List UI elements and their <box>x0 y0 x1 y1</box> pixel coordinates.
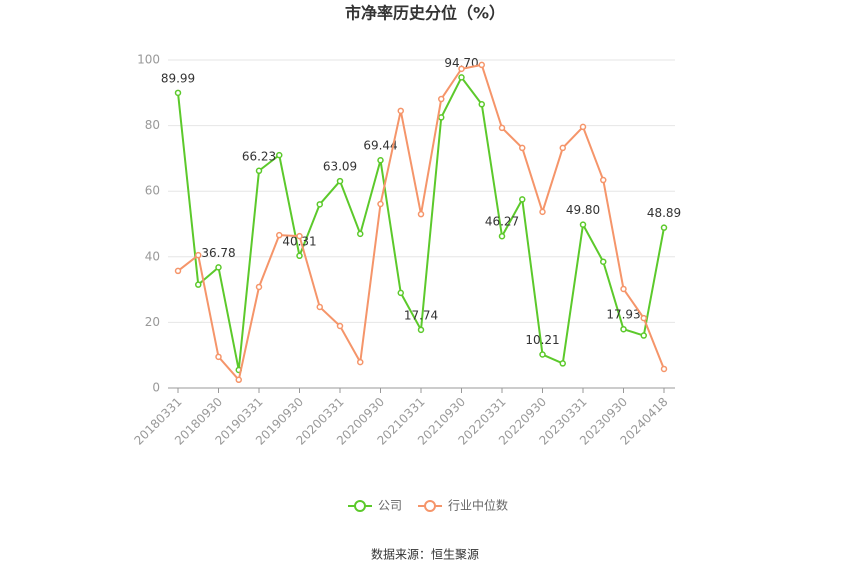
data-point <box>195 251 202 259</box>
y-tick-label: 80 <box>145 118 160 132</box>
data-point <box>458 74 465 81</box>
data-point <box>174 267 182 275</box>
data-point <box>539 208 546 216</box>
legend-label: 公司 <box>378 499 402 513</box>
data-point <box>397 107 404 115</box>
data-point <box>174 89 182 97</box>
data-point <box>357 230 364 238</box>
data-point <box>397 289 404 297</box>
chart-title: 市净率历史分位（%） <box>345 4 505 23</box>
data-point <box>559 360 566 367</box>
data-label: 46.27 <box>485 215 519 229</box>
legend-marker <box>354 500 366 512</box>
data-point <box>660 224 668 231</box>
y-tick-label: 60 <box>145 184 160 198</box>
data-point <box>357 358 364 366</box>
y-tick-label: 0 <box>152 381 160 395</box>
data-point <box>377 200 384 208</box>
data-label: 69.44 <box>363 139 397 153</box>
data-point <box>519 144 526 152</box>
source-note: 数据来源：恒生聚源 <box>371 547 479 562</box>
data-point <box>296 232 303 240</box>
data-point <box>559 144 566 152</box>
data-label: 63.09 <box>323 160 357 174</box>
data-point <box>255 283 263 291</box>
data-point <box>377 156 384 164</box>
legend-marker <box>424 500 437 512</box>
data-point <box>539 351 546 358</box>
data-point <box>438 114 445 121</box>
data-point <box>640 332 647 339</box>
data-point <box>478 61 485 69</box>
data-label: 49.80 <box>566 203 600 217</box>
data-point <box>660 365 668 373</box>
data-point <box>336 177 344 185</box>
data-point <box>458 65 465 73</box>
data-label: 36.78 <box>201 246 235 260</box>
data-label: 40.31 <box>282 234 316 248</box>
data-point <box>195 281 202 288</box>
data-point <box>276 231 283 239</box>
data-label: 17.93 <box>606 308 640 322</box>
data-point <box>417 326 425 334</box>
data-point <box>600 258 607 265</box>
y-tick-label: 100 <box>137 53 160 67</box>
data-point <box>519 196 526 203</box>
data-point <box>579 123 587 131</box>
data-point <box>276 151 283 159</box>
data-point <box>620 285 627 293</box>
data-point <box>417 210 425 218</box>
data-label: 89.99 <box>161 71 195 85</box>
data-point <box>255 167 263 175</box>
data-point <box>620 325 627 333</box>
data-point <box>316 201 323 208</box>
data-point <box>296 252 303 260</box>
data-point <box>438 95 445 103</box>
legend-label: 行业中位数 <box>448 498 508 513</box>
data-point <box>215 264 222 271</box>
y-tick-label: 40 <box>145 249 160 263</box>
data-point <box>498 232 506 240</box>
data-point <box>498 124 506 132</box>
data-point <box>336 322 344 330</box>
y-tick-label: 20 <box>145 315 160 329</box>
data-label: 10.21 <box>525 333 559 347</box>
data-label: 66.23 <box>242 149 276 163</box>
data-label: 48.89 <box>647 206 681 220</box>
data-point <box>478 101 485 108</box>
data-point <box>640 314 647 322</box>
data-point <box>235 376 242 384</box>
data-point <box>600 176 607 184</box>
data-point <box>215 353 222 361</box>
data-point <box>316 303 323 311</box>
data-point <box>579 221 587 228</box>
data-label: 17.74 <box>404 308 438 322</box>
